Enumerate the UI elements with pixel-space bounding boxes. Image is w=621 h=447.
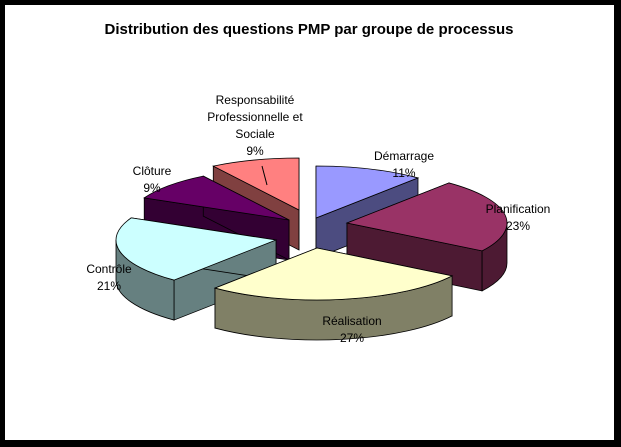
slice-label-4: Contrôle 21% xyxy=(86,262,132,293)
leader-line-6 xyxy=(261,165,268,186)
slice-label-5: Clôture 9% xyxy=(133,164,172,195)
slice-label-3: Réalisation 27% xyxy=(322,314,381,345)
slice-label-2: Planification 23% xyxy=(486,202,551,233)
pie-slice-2 xyxy=(345,182,508,292)
pie-slice-3 xyxy=(213,247,454,341)
slice-label-6: Responsabilité Professionnelle et Sociale 9… xyxy=(207,93,303,158)
chart-area: Distribution des questions PMP par group… xyxy=(5,5,614,440)
pie-chart: Distribution des questions PMP par group… xyxy=(86,21,550,345)
chart-title: Distribution des questions PMP par group… xyxy=(105,21,514,38)
slice-label-1: Démarrage 11% xyxy=(374,149,434,180)
labels-layer: Démarrage 11% Planification 23% Réalisation 2… xyxy=(86,93,550,345)
slices-layer xyxy=(115,157,508,341)
